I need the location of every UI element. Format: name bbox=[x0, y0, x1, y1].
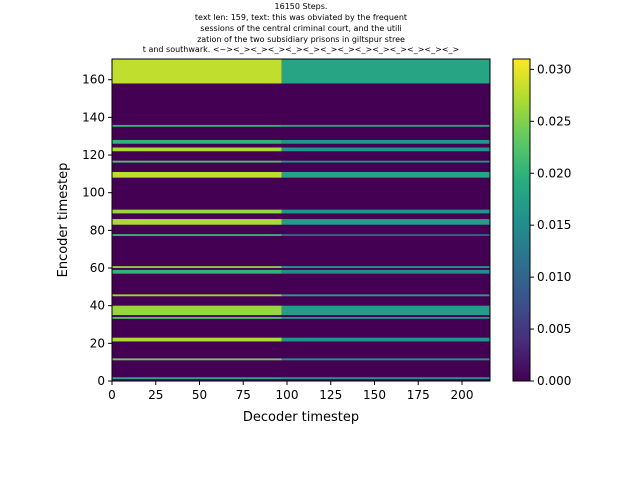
attention-band-left-16 bbox=[112, 377, 282, 380]
x-tick-label-7: 175 bbox=[407, 388, 430, 402]
attention-band-right-12 bbox=[281, 305, 490, 316]
attention-band-right-16 bbox=[281, 377, 490, 380]
x-tick-label-4: 100 bbox=[276, 388, 299, 402]
attention-band-right-8 bbox=[281, 234, 490, 237]
x-axis-label: Decoder timestep bbox=[243, 410, 359, 425]
x-tick-label-8: 200 bbox=[451, 388, 474, 402]
colorbar-tick-label-1: 0.005 bbox=[537, 322, 571, 336]
attention-band-right-13 bbox=[281, 316, 490, 319]
title-line-4: zation of the two subsidiary prisons in … bbox=[197, 35, 405, 44]
colorbar-tick-label-3: 0.015 bbox=[537, 218, 571, 232]
x-tick-label-0: 0 bbox=[108, 388, 116, 402]
y-axis-label: Encoder timestep bbox=[56, 163, 71, 278]
y-tick-label-3: 60 bbox=[90, 261, 105, 275]
attention-band-left-8 bbox=[112, 234, 282, 237]
y-axis-ticks: 0 20 40 60 80 100 120 140 160 bbox=[82, 73, 112, 388]
colorbar bbox=[512, 58, 531, 382]
attention-band-right-7 bbox=[281, 219, 490, 225]
x-tick-label-1: 25 bbox=[148, 388, 163, 402]
title-line-5: t and southwark. <~><_><_><_><_><_><_><_… bbox=[143, 45, 459, 54]
attention-band-left-7 bbox=[112, 219, 282, 225]
attention-band-left-4 bbox=[112, 160, 282, 163]
attention-band-left-13 bbox=[112, 316, 282, 319]
attention-band-right-4 bbox=[281, 160, 490, 163]
y-tick-label-2: 40 bbox=[90, 299, 105, 313]
y-tick-label-0: 0 bbox=[97, 374, 105, 388]
y-tick-label-7: 140 bbox=[82, 110, 105, 124]
y-tick-label-1: 20 bbox=[90, 336, 105, 350]
attention-band-left-9 bbox=[112, 266, 282, 269]
title-line-1: 16150 Steps. bbox=[275, 2, 328, 11]
title-line-3: sessions of the central criminal court, … bbox=[200, 24, 401, 33]
x-tick-label-3: 75 bbox=[236, 388, 251, 402]
attention-band-right-3 bbox=[281, 147, 490, 152]
attention-band-left-2 bbox=[112, 139, 282, 144]
colorbar-ticks: 0.000 0.005 0.010 0.015 0.020 0.025 0.030 bbox=[530, 62, 571, 388]
attention-band-right-10 bbox=[281, 269, 490, 274]
attention-band-right-0 bbox=[281, 59, 490, 84]
colorbar-tick-label-0: 0.000 bbox=[537, 374, 571, 388]
attention-band-left-12 bbox=[112, 305, 282, 316]
attention-band-right-2 bbox=[281, 139, 490, 144]
y-tick-label-5: 100 bbox=[82, 186, 105, 200]
attention-band-left-15 bbox=[112, 358, 282, 361]
attention-band-right-1 bbox=[281, 124, 490, 127]
colorbar-tick-label-4: 0.020 bbox=[537, 166, 571, 180]
attention-band-right-15 bbox=[281, 358, 490, 361]
x-axis-ticks: 0 25 50 75 100 125 150 175 200 bbox=[108, 381, 473, 402]
attention-band-right-14 bbox=[281, 337, 490, 342]
attention-band-left-6 bbox=[112, 209, 282, 214]
heatmap-bands bbox=[112, 59, 490, 380]
attention-band-left-14 bbox=[112, 337, 282, 342]
attention-band-right-6 bbox=[281, 209, 490, 214]
attention-band-left-10 bbox=[112, 269, 282, 274]
chart-title: 16150 Steps. text len: 159, text: this w… bbox=[143, 2, 459, 54]
attention-band-left-5 bbox=[112, 171, 282, 178]
attention-band-left-1 bbox=[112, 124, 282, 127]
attention-band-left-11 bbox=[112, 294, 282, 297]
x-tick-label-6: 150 bbox=[363, 388, 386, 402]
attention-band-left-0 bbox=[112, 59, 282, 84]
y-tick-label-4: 80 bbox=[90, 223, 105, 237]
colorbar-tick-label-2: 0.010 bbox=[537, 270, 571, 284]
attention-band-right-11 bbox=[281, 294, 490, 297]
x-tick-label-2: 50 bbox=[192, 388, 207, 402]
x-tick-label-5: 125 bbox=[319, 388, 342, 402]
attention-band-left-3 bbox=[112, 147, 282, 152]
title-line-2: text len: 159, text: this was obviated b… bbox=[195, 13, 407, 22]
y-tick-label-8: 160 bbox=[82, 73, 105, 87]
attention-band-right-5 bbox=[281, 171, 490, 178]
attention-band-right-9 bbox=[281, 266, 490, 269]
colorbar-tick-label-5: 0.025 bbox=[537, 114, 571, 128]
plot-frame bbox=[111, 58, 491, 382]
y-tick-label-6: 120 bbox=[82, 148, 105, 162]
colorbar-tick-label-6: 0.030 bbox=[537, 62, 571, 76]
